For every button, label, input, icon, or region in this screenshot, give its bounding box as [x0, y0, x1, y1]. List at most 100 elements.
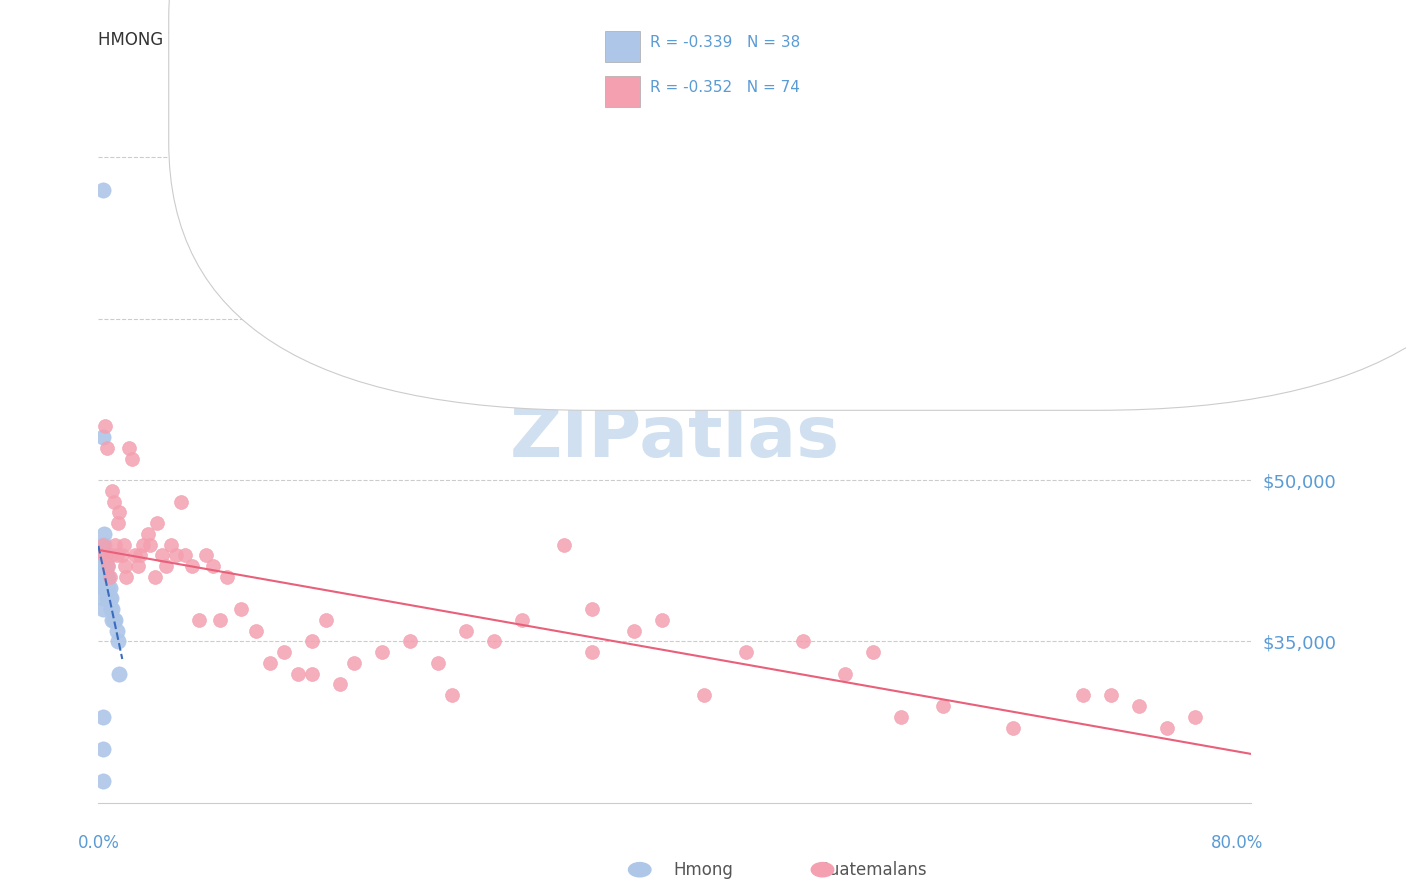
- Point: [231, 602, 253, 616]
- Text: HMONG VS GUATEMALAN MEDIAN EARNINGS CORRELATION CHART: HMONG VS GUATEMALAN MEDIAN EARNINGS CORR…: [98, 31, 659, 49]
- Point: [155, 559, 177, 574]
- Point: [217, 570, 239, 584]
- Point: [170, 494, 193, 508]
- Point: [1184, 710, 1206, 724]
- Point: [104, 538, 127, 552]
- Point: [91, 742, 114, 756]
- Point: [121, 451, 143, 466]
- Text: R = -0.339   N = 38: R = -0.339 N = 38: [650, 36, 800, 50]
- Point: [136, 527, 159, 541]
- Point: [108, 666, 131, 681]
- Text: R = -0.352   N = 74: R = -0.352 N = 74: [650, 80, 800, 95]
- Point: [623, 624, 645, 638]
- Text: 80.0%: 80.0%: [1211, 834, 1264, 852]
- Point: [107, 516, 129, 530]
- Point: [581, 602, 603, 616]
- Point: [188, 613, 211, 627]
- Point: [100, 549, 122, 563]
- Point: [91, 591, 114, 606]
- Point: [94, 549, 117, 563]
- Point: [693, 688, 716, 702]
- Text: 0.0%: 0.0%: [77, 834, 120, 852]
- Point: [329, 677, 352, 691]
- Point: [97, 591, 120, 606]
- Point: [482, 634, 505, 648]
- Point: [181, 559, 204, 574]
- Point: [792, 634, 814, 648]
- Point: [97, 570, 120, 584]
- Point: [834, 666, 856, 681]
- Point: [174, 549, 197, 563]
- Point: [103, 613, 125, 627]
- Point: [127, 559, 149, 574]
- Point: [94, 419, 117, 434]
- Point: [91, 774, 114, 789]
- Point: [93, 527, 115, 541]
- Point: [103, 494, 125, 508]
- Point: [96, 581, 118, 595]
- Point: [209, 613, 232, 627]
- Point: [96, 570, 118, 584]
- Point: [440, 688, 463, 702]
- Point: [932, 698, 955, 713]
- Point: [91, 602, 114, 616]
- Point: [91, 183, 114, 197]
- Point: [132, 538, 155, 552]
- Point: [91, 559, 114, 574]
- Point: [100, 602, 122, 616]
- Point: [94, 559, 117, 574]
- Point: [301, 666, 323, 681]
- Point: [93, 549, 115, 563]
- Point: [100, 591, 122, 606]
- Point: [101, 483, 124, 498]
- Point: [1128, 698, 1150, 713]
- Point: [129, 549, 152, 563]
- Point: [115, 570, 138, 584]
- Point: [111, 549, 134, 563]
- Point: [202, 559, 225, 574]
- Point: [91, 538, 114, 552]
- Point: [146, 516, 169, 530]
- Point: [98, 581, 121, 595]
- Point: [93, 549, 115, 563]
- Point: [93, 559, 115, 574]
- Point: [97, 559, 120, 574]
- Point: [165, 549, 187, 563]
- Point: [98, 570, 121, 584]
- Point: [398, 634, 420, 648]
- Point: [371, 645, 394, 659]
- Point: [1156, 721, 1178, 735]
- Point: [107, 634, 129, 648]
- Point: [1099, 688, 1122, 702]
- Point: [143, 570, 166, 584]
- Point: [91, 430, 114, 444]
- Point: [160, 538, 183, 552]
- Point: [101, 602, 124, 616]
- Point: [862, 645, 884, 659]
- Point: [101, 613, 124, 627]
- Point: [105, 549, 128, 563]
- Point: [315, 613, 337, 627]
- Point: [139, 538, 162, 552]
- Point: [890, 710, 912, 724]
- Point: [195, 549, 218, 563]
- Point: [93, 538, 115, 552]
- Point: [1071, 688, 1094, 702]
- Point: [94, 581, 117, 595]
- Text: Guatemalans: Guatemalans: [817, 861, 927, 879]
- Point: [93, 570, 115, 584]
- Point: [96, 559, 118, 574]
- Point: [114, 559, 136, 574]
- Point: [118, 441, 141, 455]
- Point: [91, 581, 114, 595]
- Point: [97, 581, 120, 595]
- Text: Hmong: Hmong: [673, 861, 733, 879]
- Point: [245, 624, 267, 638]
- Point: [454, 624, 477, 638]
- Point: [259, 656, 281, 670]
- Text: ZIPatlas: ZIPatlas: [510, 402, 839, 472]
- Point: [343, 656, 366, 670]
- Point: [651, 613, 673, 627]
- Point: [105, 624, 128, 638]
- Point: [98, 591, 121, 606]
